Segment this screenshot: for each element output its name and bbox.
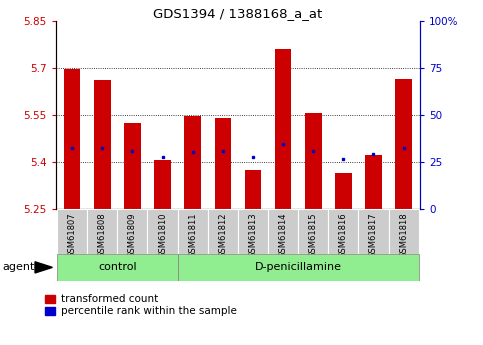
FancyBboxPatch shape [238, 209, 268, 254]
FancyBboxPatch shape [87, 209, 117, 254]
Text: GSM61807: GSM61807 [68, 212, 77, 258]
Text: GSM61815: GSM61815 [309, 212, 318, 258]
Text: D-penicillamine: D-penicillamine [255, 263, 341, 272]
Bar [365, 156, 382, 209]
Bar [185, 116, 201, 209]
FancyBboxPatch shape [178, 254, 419, 281]
Bar [396, 79, 412, 209]
Polygon shape [35, 262, 53, 273]
FancyBboxPatch shape [57, 209, 87, 254]
FancyBboxPatch shape [328, 209, 358, 254]
Bar [275, 49, 291, 209]
Bar [154, 160, 171, 209]
FancyBboxPatch shape [298, 209, 328, 254]
Text: GSM61810: GSM61810 [158, 212, 167, 258]
Text: GSM61812: GSM61812 [218, 212, 227, 258]
Bar [245, 169, 261, 209]
FancyBboxPatch shape [358, 209, 388, 254]
FancyBboxPatch shape [117, 209, 147, 254]
FancyBboxPatch shape [57, 254, 178, 281]
Text: GSM61814: GSM61814 [279, 212, 287, 258]
Text: GSM61808: GSM61808 [98, 212, 107, 258]
Text: GSM61817: GSM61817 [369, 212, 378, 258]
Title: GDS1394 / 1388168_a_at: GDS1394 / 1388168_a_at [153, 7, 323, 20]
Bar [124, 122, 141, 209]
Text: GSM61816: GSM61816 [339, 212, 348, 258]
FancyBboxPatch shape [388, 209, 419, 254]
Bar [305, 113, 322, 209]
Bar [64, 69, 80, 209]
Text: agent: agent [2, 263, 35, 272]
Bar [94, 80, 111, 209]
Legend: transformed count, percentile rank within the sample: transformed count, percentile rank withi… [44, 293, 238, 317]
FancyBboxPatch shape [208, 209, 238, 254]
Bar [335, 173, 352, 209]
Text: GSM61818: GSM61818 [399, 212, 408, 258]
FancyBboxPatch shape [147, 209, 178, 254]
FancyBboxPatch shape [268, 209, 298, 254]
Text: control: control [98, 263, 137, 272]
Text: GSM61809: GSM61809 [128, 212, 137, 258]
Text: GSM61813: GSM61813 [248, 212, 257, 258]
FancyBboxPatch shape [178, 209, 208, 254]
Text: GSM61811: GSM61811 [188, 212, 197, 258]
Bar [214, 118, 231, 209]
